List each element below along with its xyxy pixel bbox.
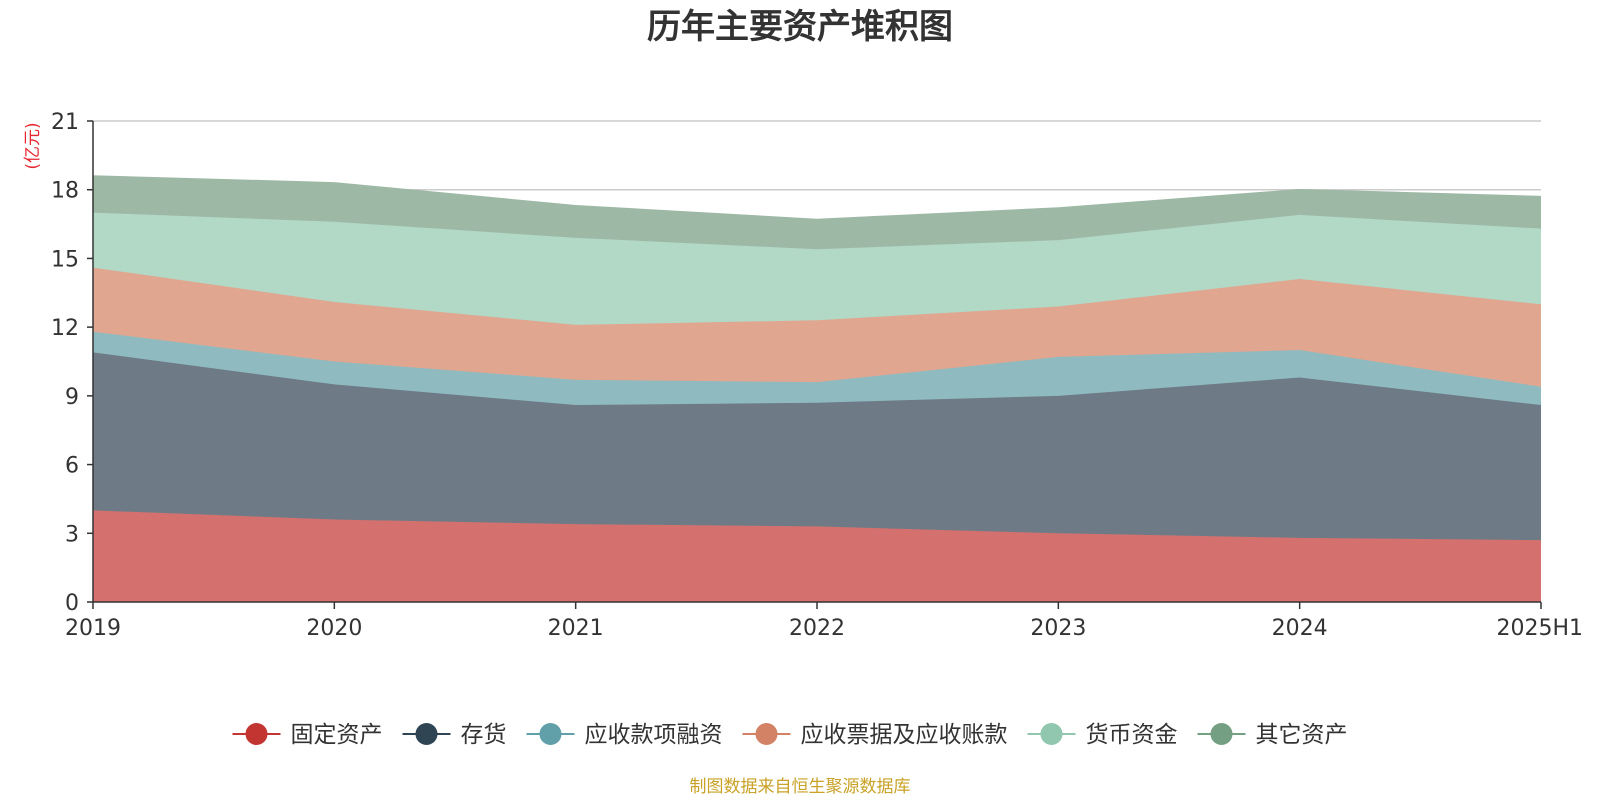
axes: 0 3 6 9 12 15 18 21 2019 2020 2021 2022 2023 2024 2025…	[51, 110, 1583, 641]
legend-marker	[245, 723, 268, 745]
source-note: 制图数据来自恒生聚源数据库	[690, 777, 911, 797]
x-tick-label: 2023	[1030, 616, 1086, 641]
stacked-areas	[92, 175, 1542, 602]
x-tick-label: 2021	[548, 616, 604, 641]
area-series-6-edge	[92, 175, 1542, 221]
legend-label: 固定资产	[291, 722, 383, 748]
legend-marker	[1040, 723, 1063, 745]
x-tick-label: 2020	[306, 616, 362, 641]
legend: 固定资产 存货 应收款项融资 应收票据及应收账款 货币资金 其它资产	[232, 722, 1348, 748]
y-tick-label: 15	[51, 247, 79, 272]
area-series-3	[93, 331, 1541, 406]
legend-label: 应收款项融资	[585, 722, 723, 748]
legend-marker	[539, 723, 562, 745]
area-series-4	[93, 267, 1541, 387]
area-series-2	[93, 352, 1541, 541]
y-tick-label: 3	[65, 522, 79, 547]
y-tick-label: 0	[65, 591, 79, 616]
legend-marker	[415, 723, 438, 745]
y-tick-label: 12	[51, 316, 79, 341]
chart-title: 历年主要资产堆积图	[647, 7, 953, 47]
y-tick-label: 6	[65, 454, 79, 479]
y-tick-label: 18	[51, 179, 79, 204]
legend-label: 其它资产	[1256, 722, 1348, 748]
legend-label: 存货	[461, 722, 507, 748]
legend-label: 货币资金	[1086, 722, 1178, 748]
y-axis-unit: (亿元)	[23, 122, 43, 169]
area-series-1	[93, 510, 1541, 602]
legend-item-2: 存货	[402, 722, 507, 748]
legend-item-5: 货币资金	[1027, 722, 1178, 748]
legend-item-4: 应收票据及应收账款	[742, 722, 1008, 748]
legend-item-3: 应收款项融资	[526, 722, 723, 748]
area-series-5	[93, 212, 1541, 325]
x-tick-label: 2024	[1272, 616, 1328, 641]
y-tick-label: 21	[51, 110, 79, 135]
legend-item-1: 固定资产	[232, 722, 383, 748]
legend-item-6: 其它资产	[1197, 722, 1348, 748]
x-tick-label: 2025H1	[1496, 616, 1583, 641]
x-tick-label: 2022	[789, 616, 845, 641]
legend-marker	[1210, 723, 1233, 745]
legend-label: 应收票据及应收账款	[801, 722, 1008, 748]
y-tick-label: 9	[65, 385, 79, 410]
x-tick-label: 2019	[65, 616, 121, 641]
legend-marker	[755, 723, 778, 745]
